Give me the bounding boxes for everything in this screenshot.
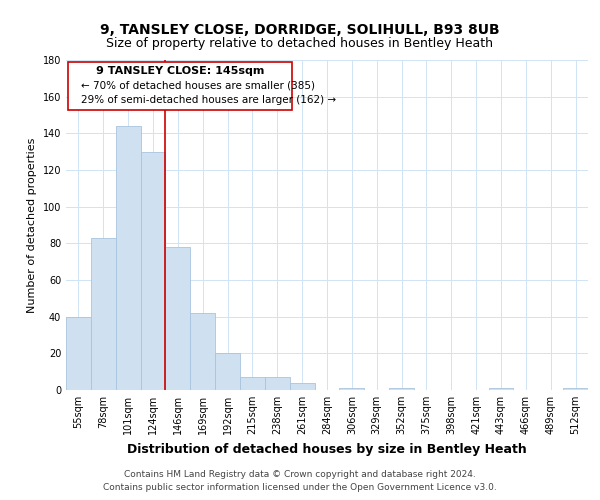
Bar — [265, 377, 290, 390]
X-axis label: Distribution of detached houses by size in Bentley Heath: Distribution of detached houses by size … — [127, 442, 527, 456]
Text: 29% of semi-detached houses are larger (162) →: 29% of semi-detached houses are larger (… — [81, 95, 336, 105]
Bar — [190, 313, 215, 390]
Text: Size of property relative to detached houses in Bentley Heath: Size of property relative to detached ho… — [107, 38, 493, 51]
Bar — [563, 388, 588, 390]
Bar — [66, 316, 91, 390]
Bar — [116, 126, 140, 390]
Text: 9 TANSLEY CLOSE: 145sqm: 9 TANSLEY CLOSE: 145sqm — [96, 66, 265, 76]
Bar — [215, 354, 240, 390]
Bar — [488, 388, 514, 390]
Bar — [240, 377, 265, 390]
Bar — [91, 238, 116, 390]
FancyBboxPatch shape — [68, 62, 292, 110]
Text: 9, TANSLEY CLOSE, DORRIDGE, SOLIHULL, B93 8UB: 9, TANSLEY CLOSE, DORRIDGE, SOLIHULL, B9… — [100, 22, 500, 36]
Bar — [340, 388, 364, 390]
Bar — [290, 382, 314, 390]
Text: ← 70% of detached houses are smaller (385): ← 70% of detached houses are smaller (38… — [81, 80, 315, 90]
Bar — [140, 152, 166, 390]
Y-axis label: Number of detached properties: Number of detached properties — [27, 138, 37, 312]
Bar — [389, 388, 414, 390]
Bar — [166, 247, 190, 390]
Text: Contains HM Land Registry data © Crown copyright and database right 2024.
Contai: Contains HM Land Registry data © Crown c… — [103, 470, 497, 492]
